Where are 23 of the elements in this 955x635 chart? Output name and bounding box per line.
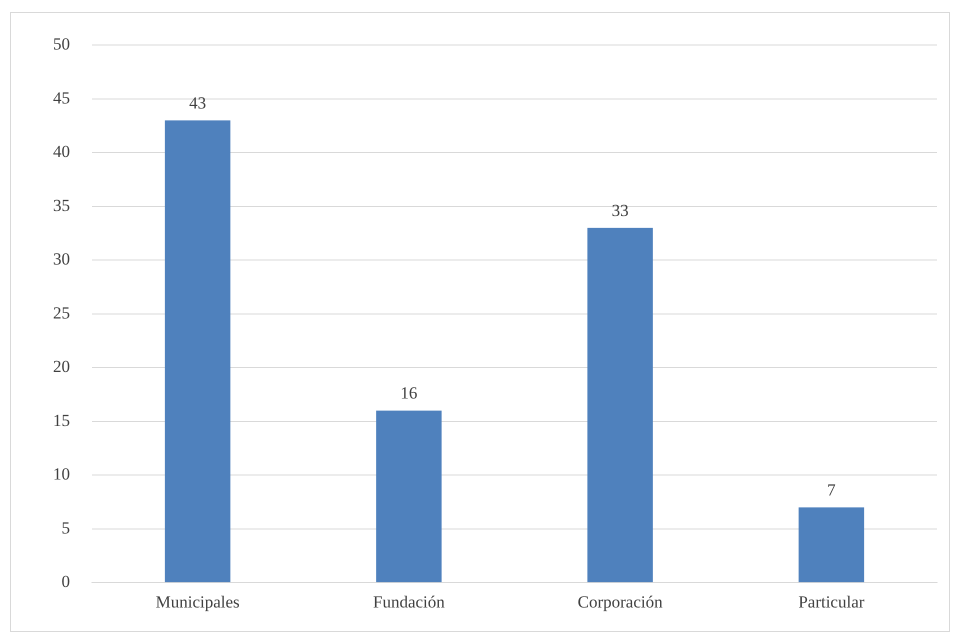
- y-tick-label: 0: [62, 572, 70, 592]
- y-tick-label: 35: [53, 196, 70, 215]
- x-tick-label: Municipales: [156, 592, 240, 612]
- data-label: 33: [612, 200, 629, 220]
- data-label: 16: [400, 384, 418, 403]
- y-tick-label: 45: [53, 88, 70, 108]
- y-tick-label: 15: [53, 410, 70, 430]
- bar: [798, 507, 864, 582]
- y-tick-label: 40: [53, 142, 70, 162]
- y-tick-label: 10: [53, 464, 70, 484]
- data-label: 7: [827, 480, 836, 500]
- y-tick-label: 20: [53, 357, 70, 376]
- y-tick-label: 50: [53, 34, 70, 54]
- x-tick-label: Fundación: [372, 592, 446, 612]
- y-tick-label: 5: [62, 518, 70, 538]
- y-tick-label: 25: [53, 303, 70, 322]
- data-label: 43: [189, 93, 206, 112]
- bar: [376, 410, 442, 582]
- bar: [587, 228, 653, 582]
- bar: [164, 120, 230, 582]
- y-tick-label: 30: [53, 250, 70, 269]
- x-tick-label: Particular: [798, 592, 865, 612]
- x-tick-label: Corporación: [578, 592, 664, 612]
